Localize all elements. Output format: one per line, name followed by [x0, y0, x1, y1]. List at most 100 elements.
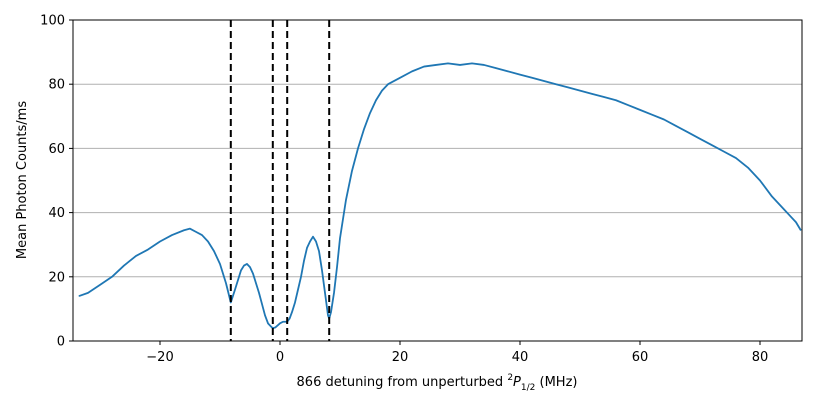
y-axis-ticks: 0 20 40 60 80 100	[40, 14, 73, 350]
data-point	[279, 322, 281, 324]
data-point	[207, 240, 209, 242]
data-point	[363, 128, 365, 130]
data-point	[495, 67, 497, 69]
data-point	[171, 234, 173, 236]
data-point	[297, 289, 299, 291]
data-point	[294, 301, 296, 303]
data-point	[711, 144, 713, 146]
data-point	[651, 114, 653, 116]
data-point	[459, 64, 461, 66]
data-point	[195, 231, 197, 233]
data-point	[789, 215, 791, 217]
data-point	[201, 234, 203, 236]
data-point	[321, 269, 323, 271]
data-point	[699, 138, 701, 140]
data-point	[264, 314, 266, 316]
plot-frame	[72, 19, 803, 342]
data-point	[240, 269, 242, 271]
data-point	[675, 125, 677, 127]
data-point	[447, 62, 449, 64]
y-tick-label: 20	[48, 270, 65, 285]
data-point	[336, 266, 338, 268]
data-point	[333, 292, 335, 294]
data-point	[87, 292, 89, 294]
data-point	[800, 229, 802, 231]
data-point	[111, 276, 113, 278]
x-tick-label: 60	[632, 350, 649, 365]
data-point	[213, 250, 215, 252]
data-point	[783, 208, 785, 210]
data-point	[342, 218, 344, 220]
series-layer	[78, 62, 802, 330]
data-point	[687, 131, 689, 133]
data-point	[531, 77, 533, 79]
x-tick-label: 20	[392, 350, 409, 365]
data-point	[234, 289, 236, 291]
data-point	[312, 236, 314, 238]
data-point	[723, 151, 725, 153]
y-tick-label: 100	[40, 14, 65, 29]
y-gridlines	[73, 83, 802, 278]
data-point	[795, 221, 797, 223]
data-point	[289, 318, 291, 320]
data-point	[435, 64, 437, 66]
data-point	[230, 301, 232, 303]
data-point	[291, 311, 293, 313]
data-point	[249, 266, 251, 268]
data-point	[237, 279, 239, 281]
data-point	[189, 228, 191, 230]
data-point	[318, 250, 320, 252]
data-point	[282, 321, 284, 323]
data-point	[615, 99, 617, 101]
data-point	[369, 112, 371, 114]
x-tick-label: 80	[752, 350, 769, 365]
data-point	[663, 119, 665, 121]
data-point	[123, 265, 125, 267]
data-point	[261, 303, 263, 305]
data-point	[78, 295, 80, 297]
x-tick-label: 40	[512, 350, 529, 365]
data-point	[627, 104, 629, 106]
data-point	[543, 80, 545, 82]
data-point	[219, 263, 221, 265]
data-point	[351, 170, 353, 172]
data-point	[345, 199, 347, 201]
data-point	[387, 83, 389, 85]
data-point	[258, 292, 260, 294]
y-tick-label: 80	[48, 78, 65, 93]
y-tick-label: 0	[57, 335, 65, 350]
data-point	[274, 327, 276, 329]
data-point	[567, 86, 569, 88]
data-point	[747, 167, 749, 169]
data-point	[225, 282, 227, 284]
data-point	[99, 284, 101, 286]
resonance-markers	[229, 20, 331, 341]
data-point	[381, 90, 383, 92]
data-point	[330, 311, 332, 313]
data-point	[309, 240, 311, 242]
data-point	[771, 196, 773, 198]
y-tick-label: 40	[48, 206, 65, 221]
y-axis-label: Mean Photon Counts/ms	[15, 101, 30, 259]
data-point	[327, 314, 329, 316]
data-point	[252, 273, 254, 275]
data-point	[375, 99, 377, 101]
x-axis-label: 866 detuning from unperturbed 2P1/2 (MHz…	[297, 373, 578, 393]
data-point	[183, 229, 185, 231]
data-point	[135, 255, 137, 257]
data-point	[324, 292, 326, 294]
data-point	[303, 260, 305, 262]
data-point	[147, 249, 149, 251]
x-axis-ticks: −20 0 20 40 60 80	[146, 341, 768, 365]
data-point	[519, 74, 521, 76]
data-point	[579, 90, 581, 92]
data-point	[255, 282, 257, 284]
data-point	[759, 180, 761, 181]
data-point	[471, 62, 473, 64]
data-point	[507, 70, 509, 72]
data-point	[339, 237, 341, 239]
data-point	[423, 66, 425, 68]
data-point	[306, 247, 308, 249]
data-point	[277, 324, 279, 326]
